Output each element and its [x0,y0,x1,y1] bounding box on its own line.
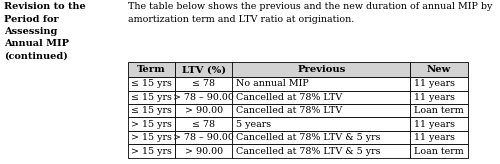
Bar [128,104,175,117]
Text: 11 years: 11 years [414,93,455,102]
Bar [175,144,233,158]
Text: Revision to the
Period for
Assessing
Annual MIP
(continued): Revision to the Period for Assessing Ann… [4,2,86,60]
Bar [128,117,175,131]
Text: Term: Term [137,65,166,74]
Text: Loan term: Loan term [414,147,464,155]
Bar [410,131,468,144]
Bar [175,104,233,117]
Text: > 15 yrs: > 15 yrs [131,133,172,142]
Bar [232,91,410,104]
Bar [410,104,468,117]
Text: > 78 – 90.00: > 78 – 90.00 [174,93,234,102]
Bar [410,62,468,77]
Bar [128,91,175,104]
Text: 11 years: 11 years [414,133,455,142]
Text: LTV (%): LTV (%) [182,65,226,74]
Text: ≤ 15 yrs: ≤ 15 yrs [131,106,172,115]
Bar [175,131,233,144]
Bar [128,77,175,91]
Text: > 78 – 90.00: > 78 – 90.00 [174,133,234,142]
Text: > 15 yrs: > 15 yrs [131,147,172,155]
Text: The table below shows the previous and the new duration of annual MIP by
amortiz: The table below shows the previous and t… [128,2,492,24]
Bar [232,77,410,91]
Bar [232,117,410,131]
Bar [232,104,410,117]
Bar [175,91,233,104]
Bar [410,91,468,104]
Bar [410,77,468,91]
Text: Previous: Previous [297,65,346,74]
Bar [232,62,410,77]
Bar [232,131,410,144]
Bar [175,62,233,77]
Text: ≤ 78: ≤ 78 [192,120,215,129]
Text: ≤ 15 yrs: ≤ 15 yrs [131,93,172,102]
Text: > 90.00: > 90.00 [184,147,223,155]
Text: > 15 yrs: > 15 yrs [131,120,172,129]
Bar [175,117,233,131]
Bar [128,62,175,77]
Text: New: New [426,65,451,74]
Text: 11 years: 11 years [414,120,455,129]
Bar [410,144,468,158]
Text: Cancelled at 78% LTV: Cancelled at 78% LTV [236,93,343,102]
Text: No annual MIP: No annual MIP [236,79,309,88]
Text: Loan term: Loan term [414,106,464,115]
Text: 11 years: 11 years [414,79,455,88]
Text: Cancelled at 78% LTV: Cancelled at 78% LTV [236,106,343,115]
Bar [128,131,175,144]
Bar [128,144,175,158]
Text: > 90.00: > 90.00 [184,106,223,115]
Text: Cancelled at 78% LTV & 5 yrs: Cancelled at 78% LTV & 5 yrs [236,133,381,142]
Bar [232,144,410,158]
Text: ≤ 78: ≤ 78 [192,79,215,88]
Text: 5 years: 5 years [236,120,272,129]
Bar [410,117,468,131]
Bar [175,77,233,91]
Text: ≤ 15 yrs: ≤ 15 yrs [131,79,172,88]
Text: Cancelled at 78% LTV & 5 yrs: Cancelled at 78% LTV & 5 yrs [236,147,381,155]
